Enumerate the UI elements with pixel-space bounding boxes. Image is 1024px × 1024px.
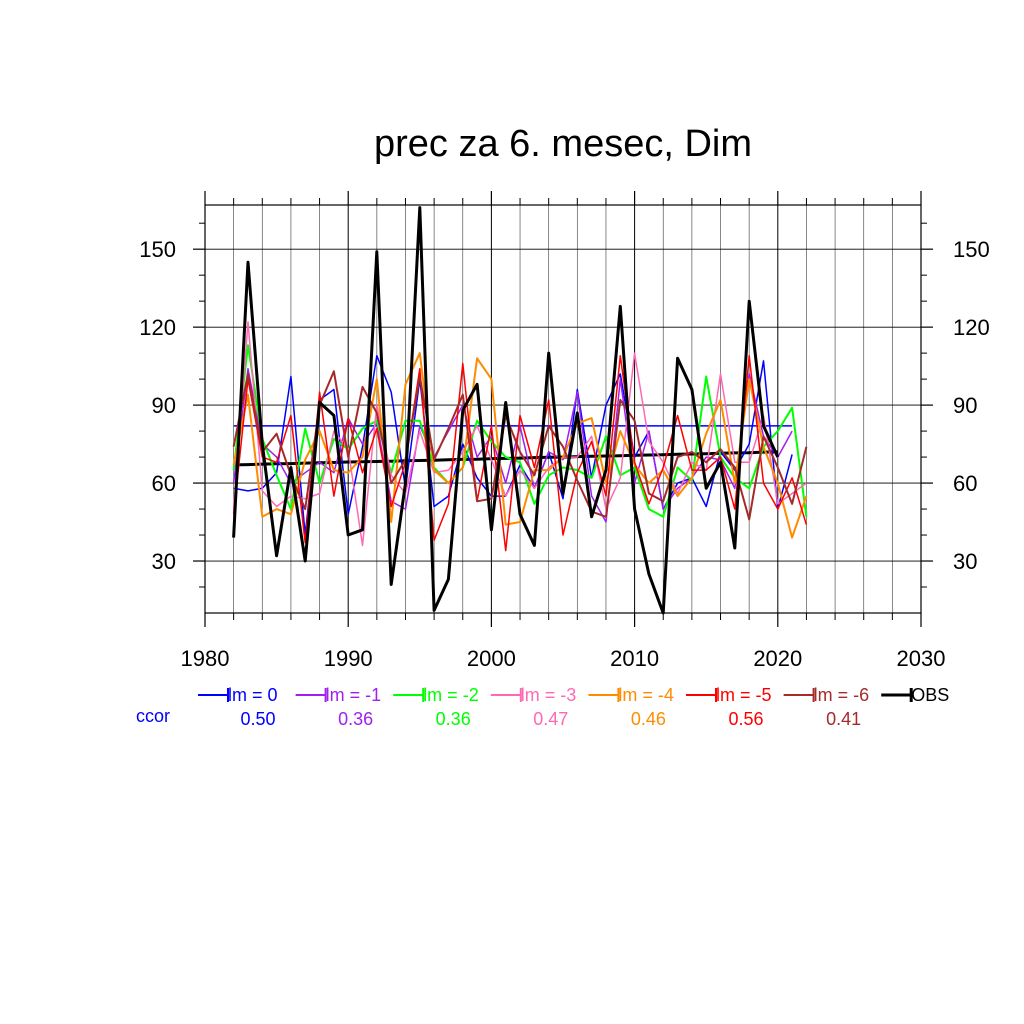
ccor-value-lm-3: 0.47 <box>533 709 568 729</box>
legend-label-lm-3: lm = -3 <box>521 685 577 705</box>
x-tick-label: 2020 <box>753 646 802 671</box>
legend-label-lm-6: lm = -6 <box>814 685 870 705</box>
y-tick-label-right: 60 <box>953 471 977 496</box>
series-line-obs <box>232 206 780 615</box>
y-tick-label-right: 120 <box>953 315 990 340</box>
x-tick-label: 2000 <box>467 646 516 671</box>
legend: lm = 0 0.50 lm = -1 0.36 lm = -2 0.36 lm = -3 0… <box>136 685 949 729</box>
series-line-lm-5 <box>232 354 808 552</box>
ccor-value-lm-5: 0.56 <box>728 709 763 729</box>
x-tick-label: 2010 <box>610 646 659 671</box>
chart-title: prec za 6. mesec, Dim <box>374 123 752 165</box>
y-tick-label-right: 30 <box>953 549 977 574</box>
y-tick-label-left: 90 <box>152 393 176 418</box>
ccor-value-lm-4: 0.46 <box>631 709 666 729</box>
legend-label-lm-2: lm = -2 <box>423 685 479 705</box>
y-tick-label-left: 60 <box>152 471 176 496</box>
ccor-value-lm-1: 0.36 <box>338 709 373 729</box>
series-line-lm-3 <box>232 321 807 547</box>
series-line-lm-6 <box>232 370 808 521</box>
axes: 1980 1990 2000 2010 2020 2030 30 30 60 60 90 90 120 1… <box>139 191 990 671</box>
ccor-label: ccor <box>136 706 170 726</box>
ccor-value-lm-0: 0.50 <box>240 709 275 729</box>
y-tick-label-left: 30 <box>152 549 176 574</box>
legend-label-lm-1: lm = -1 <box>326 685 382 705</box>
legend-label-lm-5: lm = -5 <box>716 685 772 705</box>
x-tick-label: 1980 <box>181 646 230 671</box>
legend-label-lm-0: lm = 0 <box>228 685 278 705</box>
y-tick-label-left: 150 <box>139 237 176 262</box>
series-lines <box>232 206 808 615</box>
x-tick-label: 2030 <box>897 646 946 671</box>
y-tick-label-left: 120 <box>139 315 176 340</box>
y-tick-label-right: 150 <box>953 237 990 262</box>
x-tick-label: 1990 <box>324 646 373 671</box>
plot-frame <box>204 204 922 614</box>
ccor-value-lm-2: 0.36 <box>436 709 471 729</box>
y-tick-label-right: 90 <box>953 393 977 418</box>
ccor-value-lm-6: 0.41 <box>826 709 861 729</box>
legend-label-obs: OBS <box>911 685 949 705</box>
legend-label-lm-4: lm = -4 <box>618 685 674 705</box>
